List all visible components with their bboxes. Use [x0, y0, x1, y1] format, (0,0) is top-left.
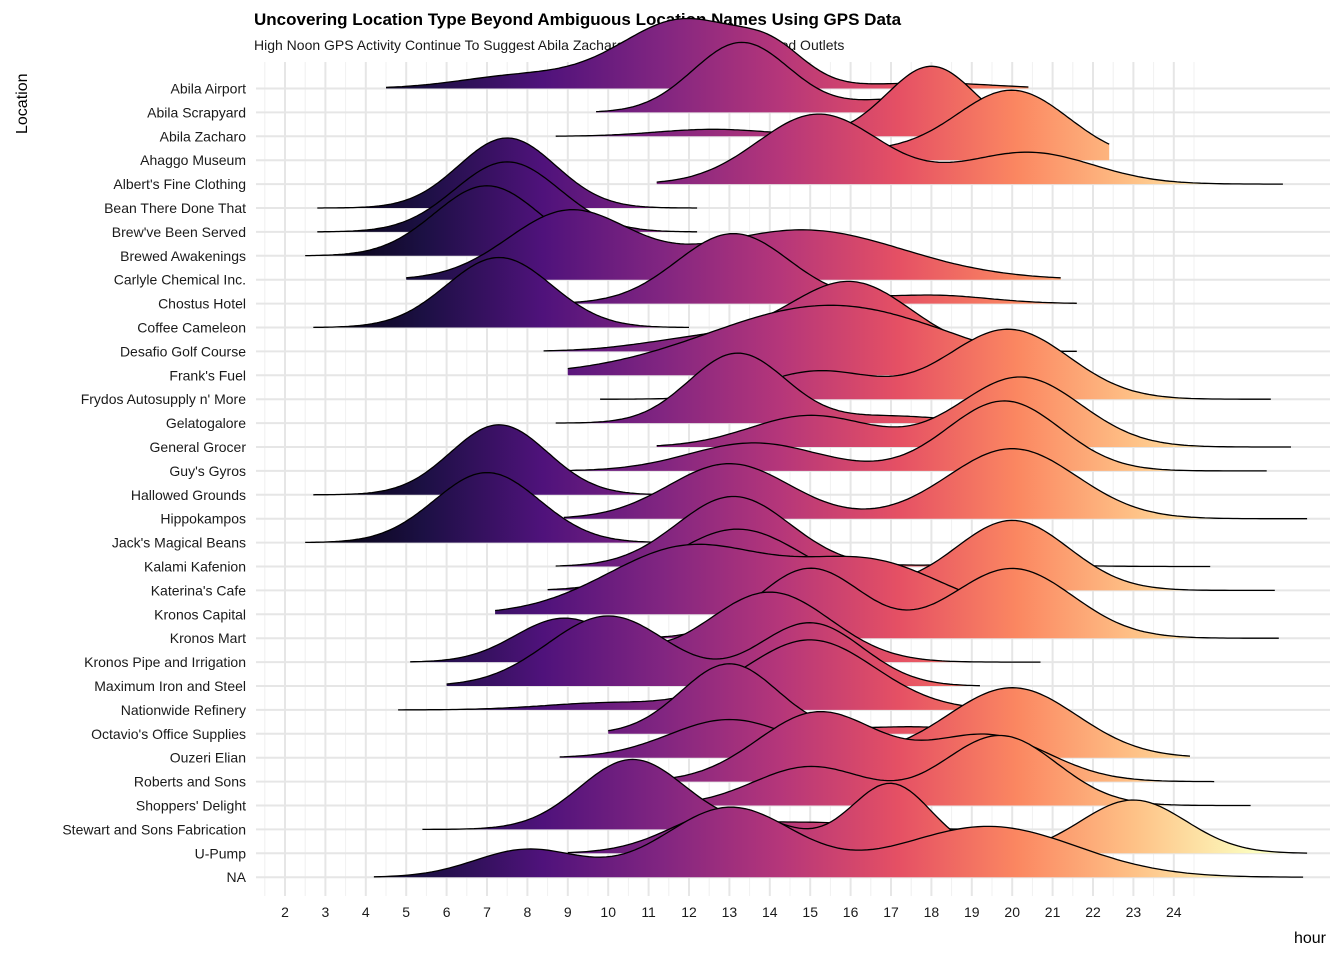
ridge-line [313, 256, 689, 329]
ridge-line [313, 424, 689, 496]
x-tick-label: 13 [722, 904, 738, 920]
ridge-line [567, 232, 1077, 304]
ridge-fill [398, 639, 1017, 710]
y-tick-label: Katerina's Cafe [151, 582, 246, 598]
ridge-fill [596, 42, 1053, 113]
x-tick-label: 16 [843, 904, 859, 920]
ridge-line [317, 137, 698, 209]
ridge-line [696, 734, 1251, 807]
ridge-fill [608, 663, 1013, 734]
x-tick-label: 23 [1126, 904, 1142, 920]
x-tick-label: 15 [802, 904, 818, 920]
y-tick-label: Jack's Magical Beans [112, 535, 246, 551]
y-tick-label: Coffee Cameleon [137, 320, 246, 336]
x-tick-label: 3 [322, 904, 330, 920]
x-tick-label: 6 [443, 904, 451, 920]
y-tick-label: Roberts and Sons [134, 774, 246, 790]
y-tick-label: Shoppers' Delight [136, 798, 246, 814]
x-tick-label: 22 [1085, 904, 1101, 920]
ridge-fill [567, 233, 1077, 304]
ridge-fill [656, 711, 1215, 782]
ridges [305, 17, 1308, 878]
ridge-line [656, 113, 1283, 185]
ridge-fill [555, 353, 1033, 424]
x-tick-label: 9 [564, 904, 572, 920]
x-tick-label: 4 [362, 904, 370, 920]
ridge-line [410, 591, 1041, 663]
ridge-fill [313, 257, 689, 328]
ridge-line [373, 806, 1304, 878]
ridge-fill [386, 18, 1029, 89]
ridge-fill [373, 807, 1304, 878]
y-tick-label: Abila Scrapyard [147, 104, 246, 120]
y-tick-labels: Abila Airport Abila Scrapyard Abila Zachar… [62, 81, 246, 886]
y-tick-label: Nationwide Refinery [121, 702, 246, 718]
x-tick-label: 20 [1004, 904, 1020, 920]
y-tick-label: Chostus Hotel [158, 296, 246, 312]
y-tick-label: Hallowed Grounds [131, 487, 246, 503]
ridge-fill [422, 759, 1013, 830]
y-tick-label: U-Pump [195, 845, 247, 861]
y-tick-label: Abila Airport [171, 81, 247, 97]
ridge-line [446, 615, 980, 687]
y-tick-label: Bean There Done That [104, 200, 246, 216]
y-tick-label: Carlyle Chemical Inc. [114, 272, 246, 288]
y-tick-label: Octavio's Office Supplies [91, 726, 246, 742]
ridge-line [567, 400, 1267, 472]
ridge-fill [567, 400, 1267, 471]
y-tick-label: Frank's Fuel [169, 367, 246, 383]
y-tick-label: Abila Zacharo [160, 128, 247, 144]
x-tick-label: 2 [281, 904, 289, 920]
ridge-line [317, 161, 698, 233]
ridge-fill [697, 735, 1251, 806]
ridge-fill [559, 687, 1190, 758]
y-tick-label: Guy's Gyros [169, 463, 246, 479]
ridge-line [656, 376, 1291, 448]
y-tick-label: Gelatogalore [166, 415, 246, 431]
chart-title: Uncovering Location Type Beyond Ambiguou… [254, 10, 902, 29]
x-tick-labels: 2 3 4 5 6 7 8 9 10 11 12 13 14 15 16 17 18 19 20 21 22 23 24 [281, 904, 1182, 920]
y-tick-label: Hippokampos [160, 511, 246, 527]
x-tick-label: 17 [883, 904, 899, 920]
y-tick-label: Kronos Mart [170, 630, 246, 646]
ridge-line [563, 448, 1308, 520]
y-tick-label: Kalami Kafenion [144, 559, 246, 575]
x-tick-label: 12 [681, 904, 697, 920]
x-axis-label: hour [1293, 930, 1326, 947]
y-tick-label: NA [227, 869, 247, 885]
x-tick-label: 19 [964, 904, 980, 920]
ridge-line [656, 710, 1215, 783]
ridge-fill [305, 185, 673, 256]
x-tick-label: 11 [641, 904, 656, 920]
y-tick-label: Frydos Autosupply n' More [81, 391, 247, 407]
ridge-fill [753, 90, 1110, 161]
ridge-fill [313, 424, 689, 495]
y-tick-label: General Grocer [150, 439, 247, 455]
x-tick-label: 18 [924, 904, 940, 920]
x-tick-label: 5 [402, 904, 410, 920]
x-tick-label: 8 [524, 904, 532, 920]
y-tick-label: Brewed Awakenings [120, 248, 246, 264]
y-tick-label: Stewart and Sons Fabrication [62, 821, 246, 837]
y-tick-label: Kronos Capital [154, 606, 246, 622]
y-tick-label: Desafio Golf Course [120, 343, 246, 359]
ridge-fill [305, 472, 665, 543]
y-tick-label: Ouzeri Elian [170, 750, 246, 766]
ridge-fill [656, 114, 1283, 185]
y-tick-label: Maximum Iron and Steel [94, 678, 246, 694]
x-tick-label: 7 [483, 904, 491, 920]
ridge-line [305, 471, 665, 544]
y-tick-label: Albert's Fine Clothing [113, 176, 246, 192]
y-tick-label: Ahaggo Museum [140, 152, 246, 168]
x-tick-label: 14 [762, 904, 778, 920]
x-tick-label: 21 [1045, 904, 1061, 920]
y-tick-label: Brew've Been Served [112, 224, 246, 240]
x-tick-label: 10 [600, 904, 616, 920]
y-tick-label: Kronos Pipe and Irrigation [84, 654, 246, 670]
x-tick-label: 24 [1166, 904, 1182, 920]
